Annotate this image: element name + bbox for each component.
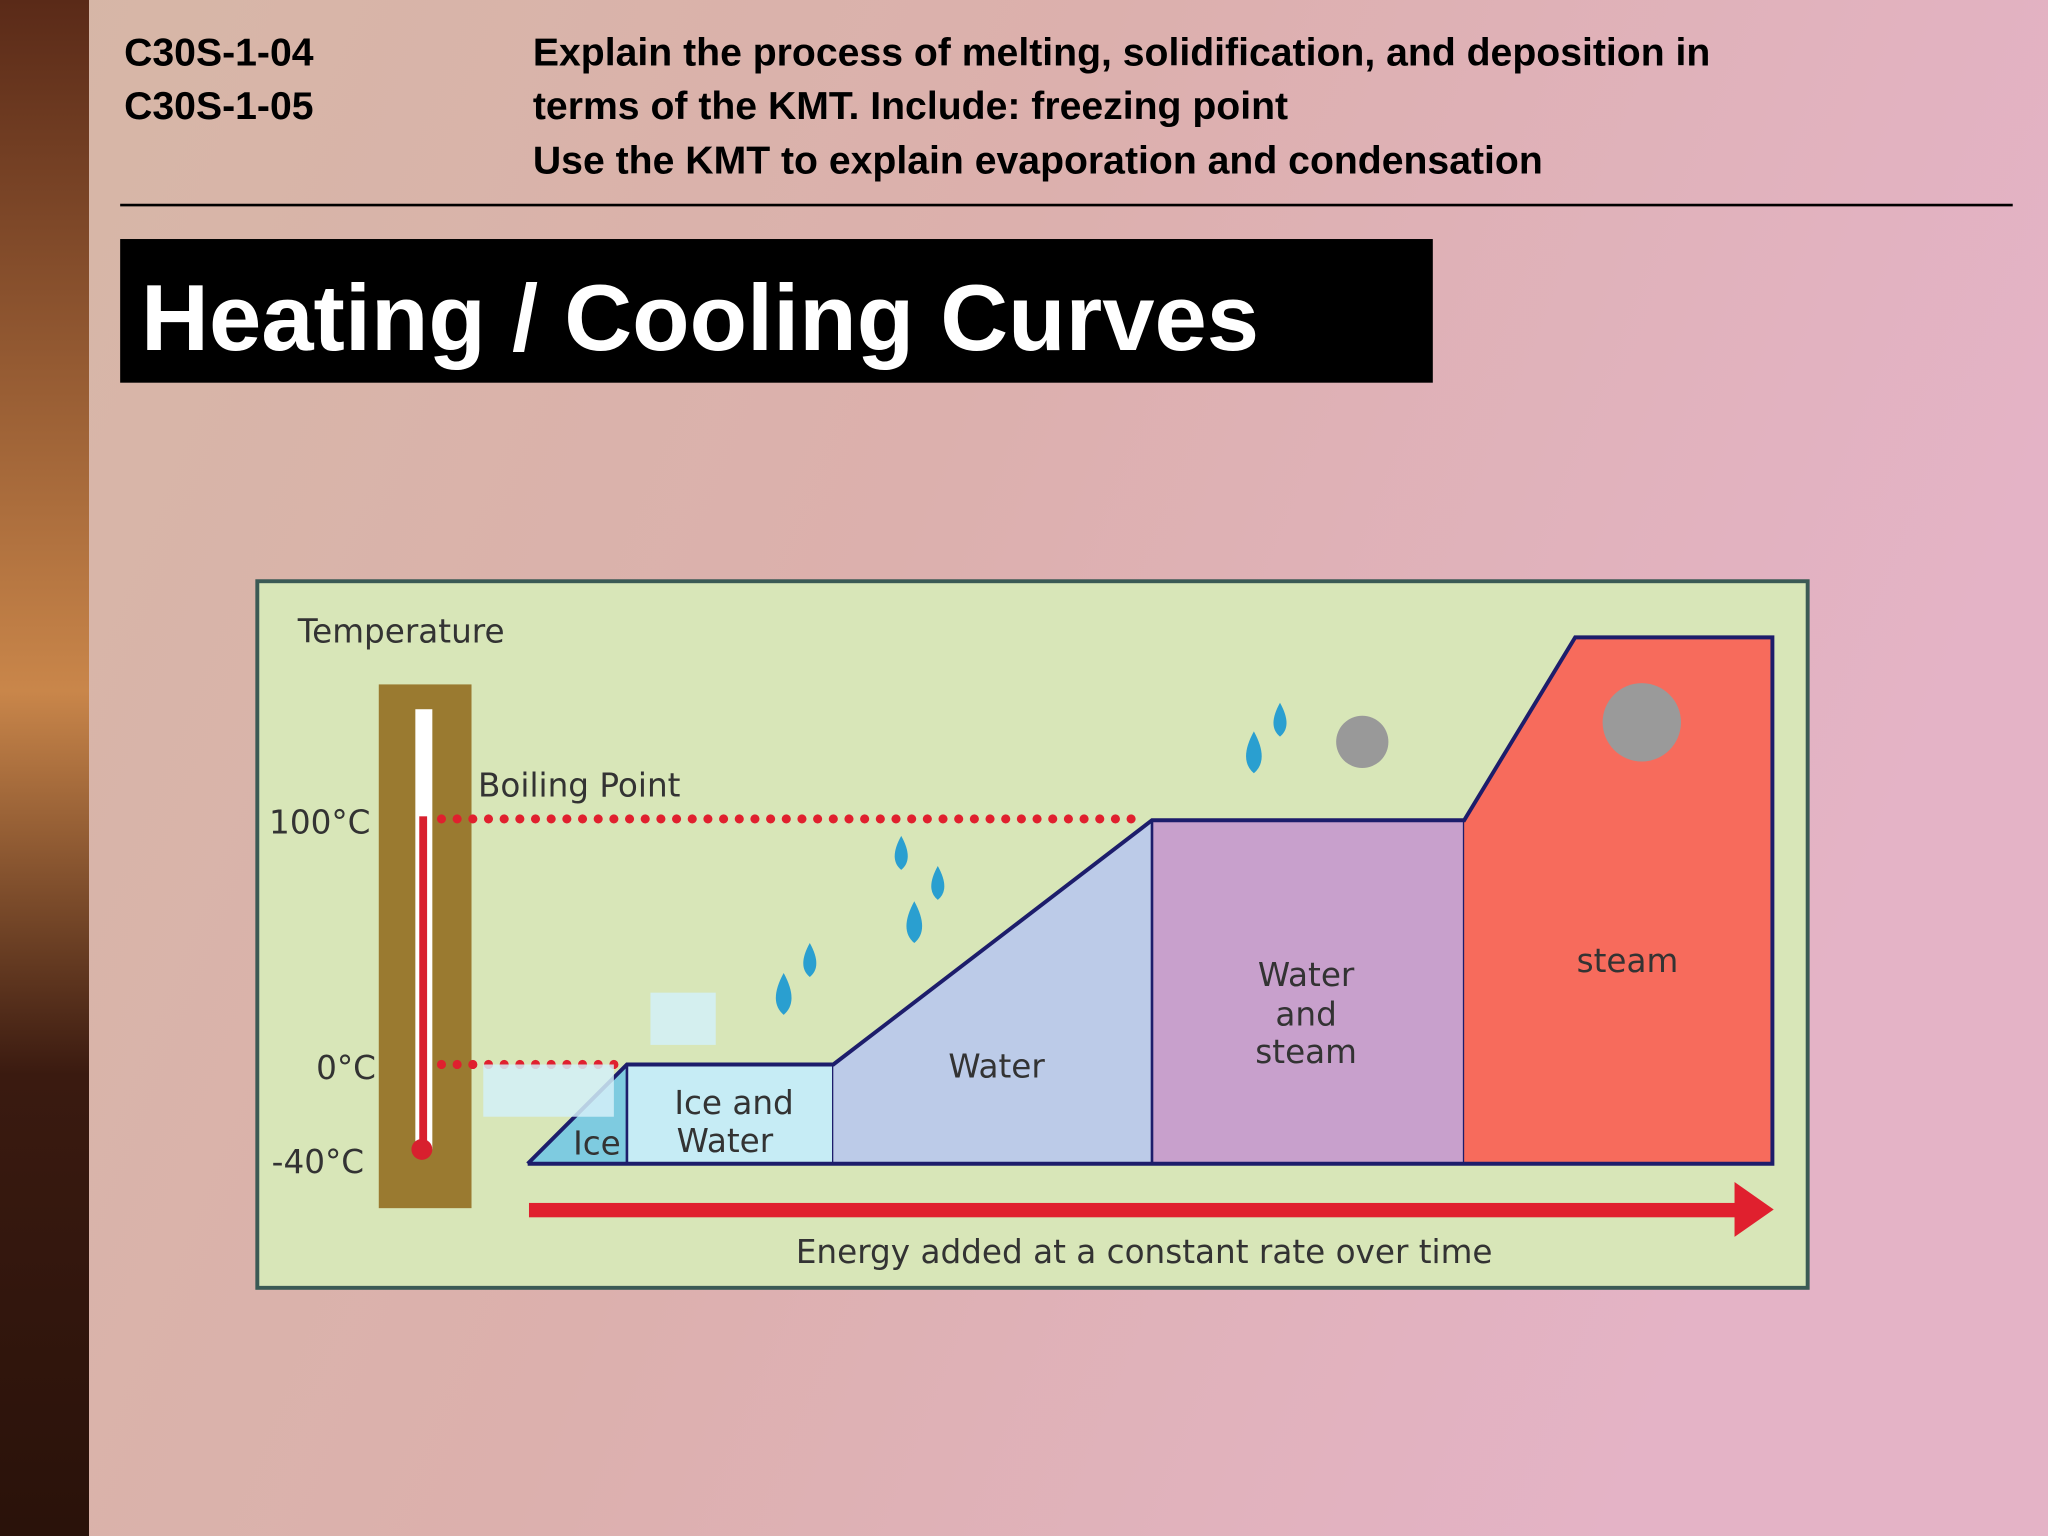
thermometer-fill bbox=[419, 816, 428, 1150]
heating-curve bbox=[526, 635, 1775, 1166]
energy-arrowhead bbox=[1734, 1182, 1774, 1237]
steam-region bbox=[1464, 637, 1773, 1164]
left-strip bbox=[0, 0, 89, 1536]
energy-label: Energy added at a constant rate over tim… bbox=[796, 1233, 1493, 1271]
temp-label: 100°C bbox=[269, 803, 370, 841]
code: C30S-1-05 bbox=[124, 85, 313, 128]
droplets bbox=[775, 702, 1287, 1015]
region-label: Ice and bbox=[674, 1084, 793, 1122]
energy-arrow bbox=[528, 1202, 1740, 1218]
ice-cubes bbox=[650, 992, 716, 1045]
objective: terms of the KMT. Include: freezing poin… bbox=[533, 85, 1288, 128]
region-label: steam bbox=[1577, 942, 1679, 980]
region-label: Ice bbox=[573, 1125, 621, 1163]
steam-cloud bbox=[1602, 683, 1681, 762]
axis-label: Temperature bbox=[297, 613, 505, 651]
temp-label: 0°C bbox=[316, 1049, 376, 1087]
objective: Explain the process of melting, solidifi… bbox=[533, 31, 1710, 74]
region-label: Water bbox=[948, 1048, 1045, 1086]
steam-cloud bbox=[1336, 715, 1389, 768]
water-region bbox=[833, 820, 1152, 1164]
region-label: and bbox=[1275, 995, 1336, 1033]
title-box bbox=[120, 239, 1433, 383]
ice-cubes bbox=[483, 1064, 614, 1117]
objective: Use the KMT to explain evaporation and c… bbox=[533, 140, 1543, 183]
code: C30S-1-04 bbox=[124, 31, 314, 74]
thermometer-bulb bbox=[411, 1138, 433, 1160]
region-label: Water bbox=[1258, 956, 1355, 994]
diagram: Temperature 100°C 0°C -40°C Boiling Poin… bbox=[255, 579, 1810, 1290]
title: Heating / Cooling Curves bbox=[141, 265, 1259, 370]
region-label: Water bbox=[677, 1122, 774, 1160]
temp-label: -40°C bbox=[272, 1143, 364, 1181]
water-steam-region bbox=[1150, 818, 1466, 1166]
region-label: steam bbox=[1255, 1033, 1357, 1071]
point-label: Boiling Point bbox=[478, 767, 681, 805]
